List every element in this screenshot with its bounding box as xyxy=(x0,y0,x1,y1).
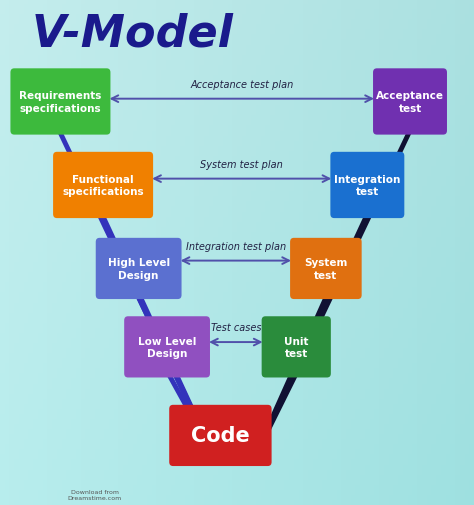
Text: Unit
test: Unit test xyxy=(284,336,309,359)
Text: Code: Code xyxy=(191,426,250,445)
FancyBboxPatch shape xyxy=(373,69,447,135)
Text: Low Level
Design: Low Level Design xyxy=(138,336,196,359)
FancyBboxPatch shape xyxy=(262,317,331,378)
Text: System test plan: System test plan xyxy=(201,160,283,170)
Text: V-Model: V-Model xyxy=(32,13,234,56)
Text: Acceptance test plan: Acceptance test plan xyxy=(190,80,293,90)
Text: Acceptance
test: Acceptance test xyxy=(376,91,444,114)
Text: System
test: System test xyxy=(304,258,347,280)
FancyBboxPatch shape xyxy=(10,69,110,135)
FancyBboxPatch shape xyxy=(53,153,153,219)
Text: Functional
specifications: Functional specifications xyxy=(62,174,144,197)
Text: Integration test plan: Integration test plan xyxy=(186,241,286,251)
FancyBboxPatch shape xyxy=(290,238,362,299)
FancyBboxPatch shape xyxy=(96,238,182,299)
FancyBboxPatch shape xyxy=(330,153,404,219)
Text: Test cases: Test cases xyxy=(210,322,261,332)
Text: Requirements
specifications: Requirements specifications xyxy=(19,91,101,114)
Text: Download from
Dreamstime.com: Download from Dreamstime.com xyxy=(68,489,122,500)
FancyBboxPatch shape xyxy=(124,317,210,378)
FancyBboxPatch shape xyxy=(169,405,272,466)
Text: Integration
test: Integration test xyxy=(334,174,401,197)
Text: High Level
Design: High Level Design xyxy=(108,258,170,280)
